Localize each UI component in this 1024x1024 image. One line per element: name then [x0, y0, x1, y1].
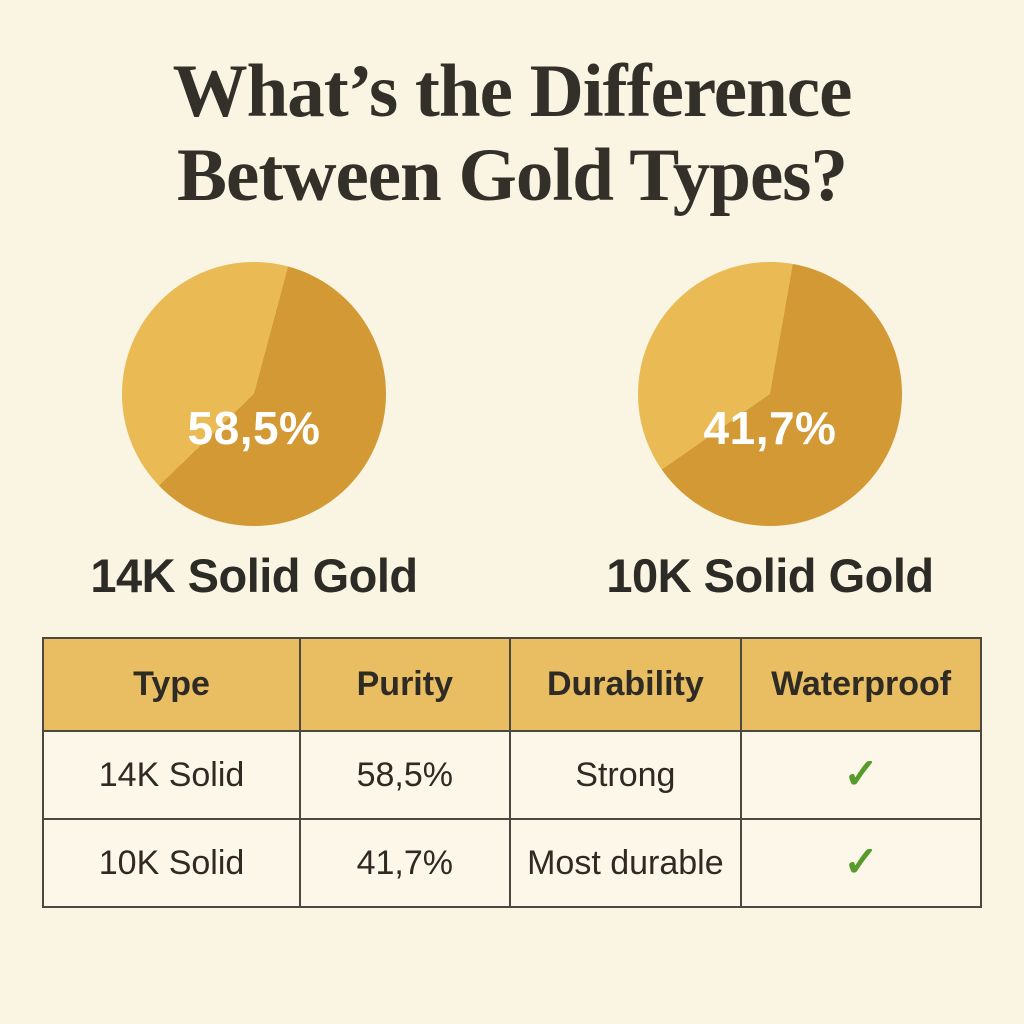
waterproof-cell: ✓: [740, 818, 982, 908]
table-row: 14K Solid 58,5% Strong ✓: [41, 730, 982, 820]
pie-caption-10k: 10K Solid Gold: [606, 549, 934, 602]
table-cell: Most durable: [508, 818, 743, 908]
table-cell: Strong: [508, 730, 743, 820]
pie-percentage-label-14k: 58,5%: [187, 402, 321, 455]
pie-percentage-label-10k: 41,7%: [703, 402, 837, 455]
waterproof-cell: ✓: [740, 730, 982, 820]
page-title-line1: What’s the Difference: [172, 50, 853, 133]
gold-comparison-table: Type Purity Durability Waterproof 14K Solid…: [41, 637, 982, 908]
table-cell: 41,7%: [299, 818, 511, 908]
check-icon: ✓: [843, 838, 879, 885]
table-body: 14K Solid 58,5% Strong ✓ 10K Solid 41,7% Most …: [41, 730, 982, 908]
pie-block-14k: 58,5% 14K Solid Gold: [54, 262, 454, 603]
column-header-purity: Purity: [299, 637, 511, 732]
pie-chart-10k-solid-gold: 41,7%: [638, 262, 902, 526]
table-row: 10K Solid 41,7% Most durable ✓: [41, 818, 982, 908]
check-icon: ✓: [843, 750, 879, 797]
pie-block-10k: 41,7% 10K Solid Gold: [570, 262, 970, 603]
table-cell: 14K Solid: [41, 730, 302, 820]
table-header-row: Type Purity Durability Waterproof: [41, 637, 982, 732]
page-title: What’s the Difference Between Gold Types…: [0, 0, 1024, 218]
pie-chart-14k-solid-gold: 58,5%: [122, 262, 386, 526]
pie-charts-row: 58,5% 14K Solid Gold 41,7% 10K Solid Gol…: [0, 262, 1024, 603]
column-header-durability: Durability: [508, 637, 743, 732]
column-header-waterproof: Waterproof: [740, 637, 982, 732]
pie-caption-14k: 14K Solid Gold: [90, 549, 418, 602]
page-title-line2: Between Gold Types?: [177, 134, 848, 217]
table-cell: 10K Solid: [41, 818, 302, 908]
column-header-type: Type: [41, 637, 302, 732]
table-cell: 58,5%: [299, 730, 511, 820]
